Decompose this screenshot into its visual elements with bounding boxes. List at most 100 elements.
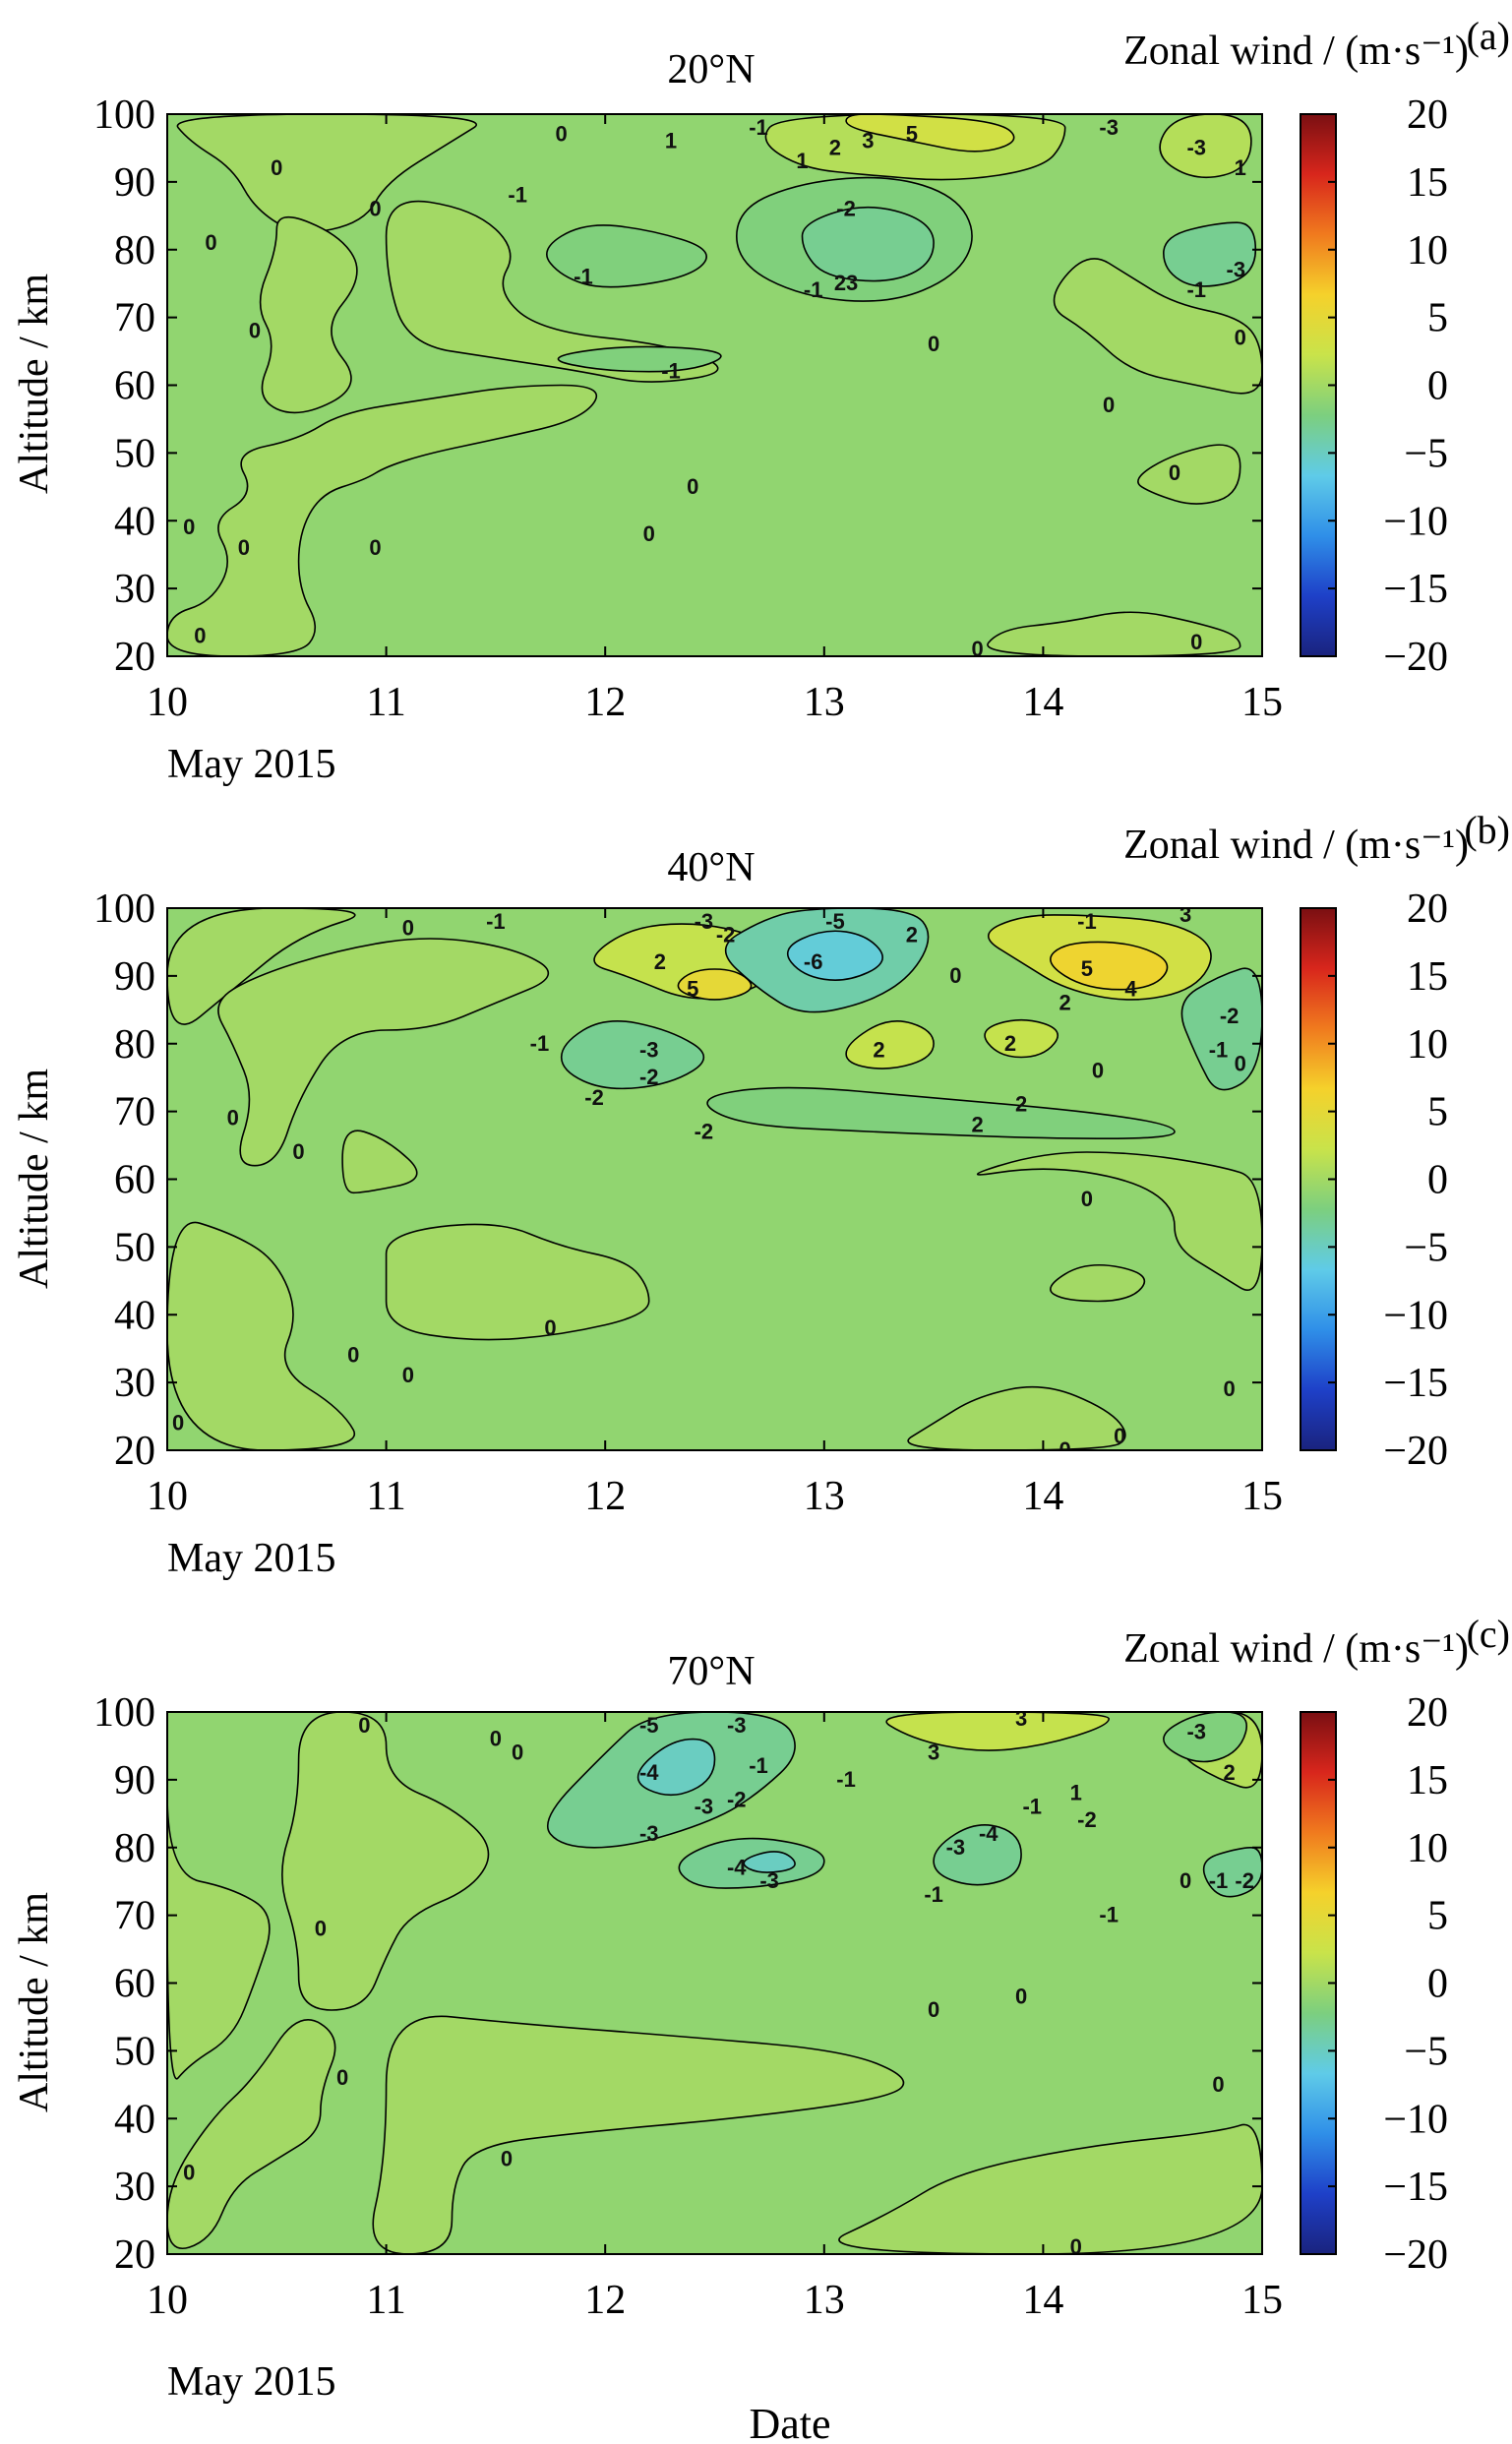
y-tick-label: 20 bbox=[114, 1429, 155, 1474]
colorbar-tick-label: −20 bbox=[1383, 2232, 1448, 2278]
colorbar-tick-label: −15 bbox=[1383, 2165, 1448, 2210]
contour-label: 0 bbox=[1235, 325, 1246, 349]
x-tick-label: 13 bbox=[804, 2278, 845, 2323]
contour-label: 0 bbox=[336, 2065, 348, 2090]
contour-label: 2 bbox=[873, 1038, 884, 1063]
contour-region bbox=[1163, 1712, 1247, 1763]
contour-label: -1 bbox=[1209, 1868, 1229, 1893]
y-tick-label: 20 bbox=[114, 2232, 155, 2278]
panel-title: 70°N bbox=[667, 1649, 755, 1694]
contour-region bbox=[167, 384, 597, 656]
x-tick-label: 11 bbox=[366, 2278, 405, 2323]
contour-label: -1 bbox=[508, 183, 527, 208]
contour-label: 0 bbox=[928, 1997, 939, 2022]
contour-label: 5 bbox=[687, 977, 698, 1002]
contour-region bbox=[706, 1086, 1176, 1140]
x-axis-sublabel: May 2015 bbox=[167, 2359, 336, 2405]
contour-label: -1 bbox=[924, 1882, 943, 1907]
contour-label: 5 bbox=[906, 122, 918, 147]
x-axis-label: Date bbox=[749, 2400, 830, 2444]
colorbar-tick-label: 0 bbox=[1427, 1158, 1448, 1203]
contour-region bbox=[801, 206, 935, 282]
contour-label: -2 bbox=[716, 923, 736, 947]
y-tick-label: 40 bbox=[114, 2097, 155, 2142]
colorbar-tick-label: −10 bbox=[1383, 499, 1448, 544]
contour-region bbox=[987, 611, 1241, 656]
contour-label: -1 bbox=[749, 115, 768, 140]
contour-label: 0 bbox=[205, 230, 216, 255]
y-tick-label: 100 bbox=[93, 1690, 155, 1736]
contour-label: 2 bbox=[829, 135, 841, 159]
colorbar-label: Zonal wind / (m·s⁻¹) bbox=[1123, 29, 1469, 74]
x-tick-label: 12 bbox=[584, 680, 626, 725]
contour-label: 0 bbox=[971, 637, 983, 661]
contour-region bbox=[677, 968, 753, 1001]
contour-region bbox=[1180, 967, 1262, 1091]
contour-label: -3 bbox=[1099, 115, 1119, 140]
contour-region bbox=[838, 2123, 1262, 2254]
contour-label: 1 bbox=[1235, 155, 1246, 180]
x-tick-label: 12 bbox=[584, 2278, 626, 2323]
contour-region bbox=[976, 1151, 1262, 1291]
contour-label: 0 bbox=[402, 916, 414, 941]
colorbar-tick-label: −15 bbox=[1383, 1361, 1448, 1406]
x-tick-label: 14 bbox=[1022, 2278, 1063, 2323]
contour-label: 0 bbox=[1223, 1376, 1235, 1401]
contour-label: 0 bbox=[556, 122, 568, 147]
contour-label: 0 bbox=[501, 2147, 513, 2171]
contour-region bbox=[885, 1712, 1111, 1751]
contour-label: 0 bbox=[512, 1740, 523, 1764]
x-tick-label: 14 bbox=[1022, 1474, 1063, 1519]
y-tick-label: 60 bbox=[114, 1158, 155, 1203]
contour-label: -2 bbox=[1235, 1868, 1254, 1893]
colorbar-tick-label: 0 bbox=[1427, 1962, 1448, 2007]
colorbar-tick-label: 15 bbox=[1407, 1758, 1448, 1803]
contour-label: 0 bbox=[1092, 1058, 1104, 1082]
contour-label: 4 bbox=[1124, 977, 1137, 1002]
y-tick-label: 60 bbox=[114, 364, 155, 409]
panel-letter: (c) bbox=[1467, 1612, 1510, 1656]
contour-label: -1 bbox=[1209, 1038, 1229, 1063]
contour-label: 2 bbox=[1015, 1092, 1027, 1117]
contour-label: -2 bbox=[639, 1065, 659, 1089]
colorbar-tick-label: 10 bbox=[1407, 1826, 1448, 1871]
contour-label: -3 bbox=[695, 909, 714, 934]
y-tick-label: 90 bbox=[114, 1758, 155, 1803]
contour-label: -3 bbox=[1227, 257, 1246, 281]
colorbar-tick-label: 10 bbox=[1407, 228, 1448, 274]
contour-region bbox=[636, 1738, 716, 1797]
contour-region bbox=[560, 1020, 705, 1090]
contour-label: -2 bbox=[695, 1119, 714, 1143]
contour-label: 1 bbox=[796, 149, 808, 173]
contour-label: 0 bbox=[369, 196, 381, 220]
y-tick-label: 70 bbox=[114, 1894, 155, 1939]
contour-label: 0 bbox=[292, 1139, 304, 1164]
contour-region bbox=[933, 1824, 1022, 1886]
contour-label: 0 bbox=[238, 535, 250, 560]
contour-region bbox=[1137, 444, 1241, 505]
contour-label: 0 bbox=[249, 318, 261, 342]
contour-label: -1 bbox=[530, 1031, 550, 1056]
contour-label: -5 bbox=[825, 909, 845, 934]
y-tick-label: 90 bbox=[114, 954, 155, 1000]
colorbar-tick-label: −15 bbox=[1383, 567, 1448, 612]
contour-label: 0 bbox=[402, 1363, 414, 1387]
contour-label: 5 bbox=[1081, 956, 1093, 981]
contour-region bbox=[167, 908, 356, 1025]
y-axis-label: Altitude / km bbox=[12, 274, 57, 494]
x-tick-label: 11 bbox=[366, 1474, 405, 1519]
contour-label: 3 bbox=[1179, 902, 1191, 927]
contour-label: 0 bbox=[183, 515, 195, 539]
y-tick-label: 30 bbox=[114, 567, 155, 612]
colorbar-tick-label: −20 bbox=[1383, 635, 1448, 680]
x-tick-label: 13 bbox=[804, 1474, 845, 1519]
x-tick-label: 14 bbox=[1022, 680, 1063, 725]
contour-label: -1 bbox=[1186, 277, 1206, 302]
colorbar-tick-label: −20 bbox=[1383, 1429, 1448, 1474]
contour-label: -2 bbox=[836, 196, 856, 220]
